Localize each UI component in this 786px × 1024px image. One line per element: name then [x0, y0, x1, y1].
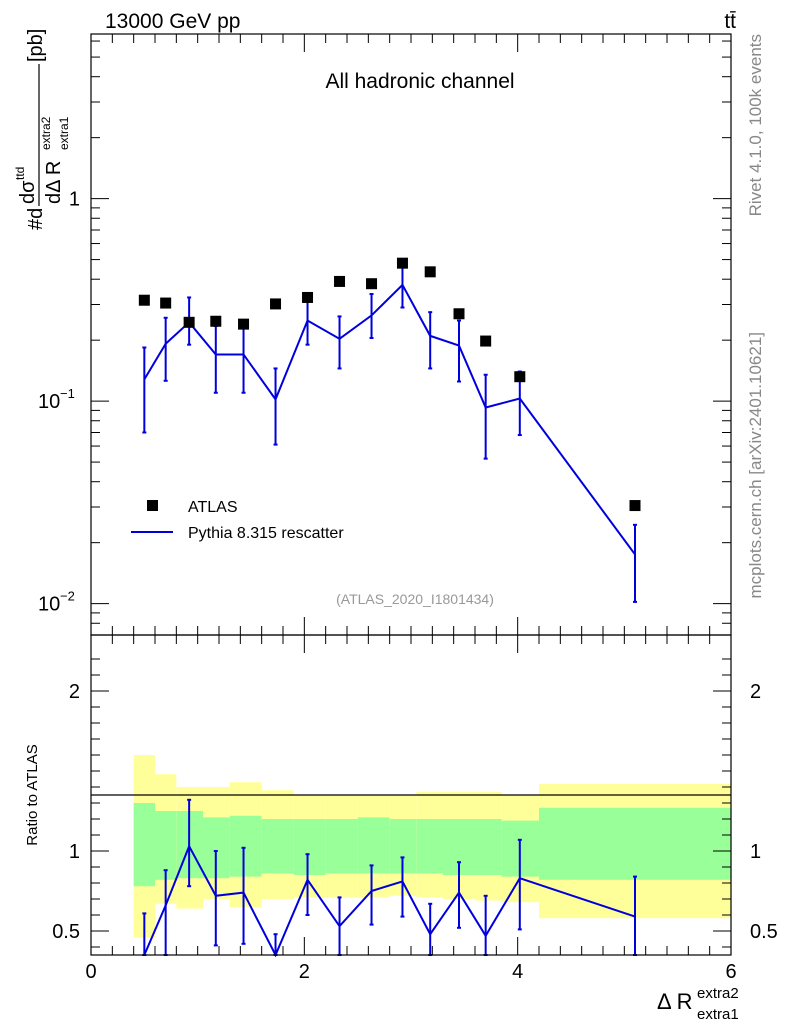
ratio-band-green: [357, 817, 390, 874]
main-y-tick-text: 1: [69, 189, 80, 211]
atlas-data-point: [270, 298, 282, 310]
main-y-tick-base: 10: [38, 594, 60, 616]
rivet-version-label: Rivet 4.1.0, 100k events: [746, 34, 765, 216]
main-panel: All hadronic channel (ATLAS_2020_I180143…: [13, 29, 732, 636]
ratio-band-green: [133, 803, 155, 887]
ylabel-numerator-sup: ttd: [13, 167, 27, 180]
atlas-data-point: [424, 266, 436, 278]
atlas-data-point: [629, 500, 641, 512]
x-axis-label: Δ R extra2 extra1: [657, 985, 739, 1023]
ratio-y-tick-label-right: 0.5: [750, 921, 778, 943]
atlas-data-point: [183, 316, 195, 328]
atlas-data-point: [453, 308, 465, 320]
atlas-data-point: [160, 297, 172, 309]
ratio-frame: [90, 634, 732, 956]
main-y-tick-exp: −2: [60, 589, 75, 604]
atlas-data-point: [302, 291, 314, 303]
mcplots-label: mcplots.cern.ch [arXiv:2401.10621]: [746, 332, 765, 598]
x-tick-label: 2: [299, 961, 310, 983]
ratio-y-tick-label-left: 0.5: [52, 921, 80, 943]
ratio-uncertainty-bands: [133, 755, 731, 938]
ylabel-denominator: dΔ R: [43, 161, 65, 204]
atlas-data-point: [238, 318, 250, 330]
ratio-y-tick-label-right: 2: [750, 681, 761, 703]
xlabel-sup: extra2: [697, 985, 739, 1002]
main-y-tick-label: 10 −1: [38, 386, 75, 413]
ratio-band-green: [475, 819, 502, 875]
ratio-band-green: [293, 819, 326, 875]
legend-label-atlas: ATLAS: [188, 499, 238, 516]
header-process-label: tt̄: [724, 10, 736, 33]
ratio-band-green: [155, 811, 177, 880]
ratio-series: [142, 798, 637, 958]
ylabel-numerator: dσ: [17, 180, 39, 204]
x-tick-label: 6: [725, 961, 736, 983]
analysis-label: (ATLAS_2020_I1801434): [336, 591, 494, 607]
main-series: [138, 257, 641, 603]
main-y-tick-labels: 10 −210 −11: [38, 189, 80, 616]
main-y-axis-label: #d dσ ttd dΔ R extra1 extra2 [pb]: [13, 29, 71, 230]
main-y-tick-exp: −1: [60, 386, 75, 401]
ylabel-prefix: #d: [25, 208, 47, 230]
ratio-band-green: [539, 807, 731, 880]
ratio-band-green: [261, 819, 294, 874]
xlabel-sub: extra1: [697, 1006, 739, 1023]
ratio-band-green: [325, 819, 358, 874]
atlas-data-point: [514, 371, 526, 383]
atlas-data-point: [396, 257, 408, 269]
legend: ATLAS Pythia 8.315 rescatter: [131, 499, 344, 542]
legend-label-pythia: Pythia 8.315 rescatter: [188, 525, 344, 542]
ratio-y-tick-label-left: 2: [69, 681, 80, 703]
atlas-data-point: [210, 315, 222, 327]
main-y-tick-base: 10: [38, 391, 60, 413]
ratio-y-tick-label-left: 1: [69, 841, 80, 863]
ratio-y-tick-labels: 0.5 0.5 1 1 2 2: [52, 681, 778, 943]
ratio-x-tick-labels: 0 2 4 6: [85, 961, 736, 983]
atlas-data-point: [334, 275, 346, 287]
ratio-y-axis-label: Ratio to ATLAS: [24, 744, 41, 845]
main-y-tick-label: 10 −2: [38, 589, 75, 616]
ratio-panel: 0.5 0.5 1 1 2 2 0 2 4 6 Ratio to ATLAS Δ R extra…: [24, 634, 778, 1023]
ylabel-denominator-sub: extra1: [57, 116, 71, 150]
ratio-y-tick-label-right: 1: [750, 841, 761, 863]
main-y-tick-label: 1: [69, 189, 80, 211]
xlabel-main: Δ R: [657, 989, 692, 1014]
legend-marker-atlas: [147, 500, 158, 511]
x-tick-label: 4: [512, 961, 523, 983]
atlas-data-point: [138, 294, 150, 306]
header-energy-label: 13000 GeV pp: [105, 10, 240, 33]
atlas-data-point: [480, 335, 492, 347]
ratio-band-green: [229, 815, 262, 877]
x-tick-label: 0: [85, 961, 96, 983]
main-ticks: [90, 34, 732, 636]
atlas-data-point: [366, 278, 378, 290]
ratio-band-green: [416, 819, 443, 874]
main-title: All hadronic channel: [325, 70, 514, 93]
ylabel-denominator-sup: extra2: [39, 116, 53, 150]
ylabel-unit: [pb]: [25, 29, 47, 62]
